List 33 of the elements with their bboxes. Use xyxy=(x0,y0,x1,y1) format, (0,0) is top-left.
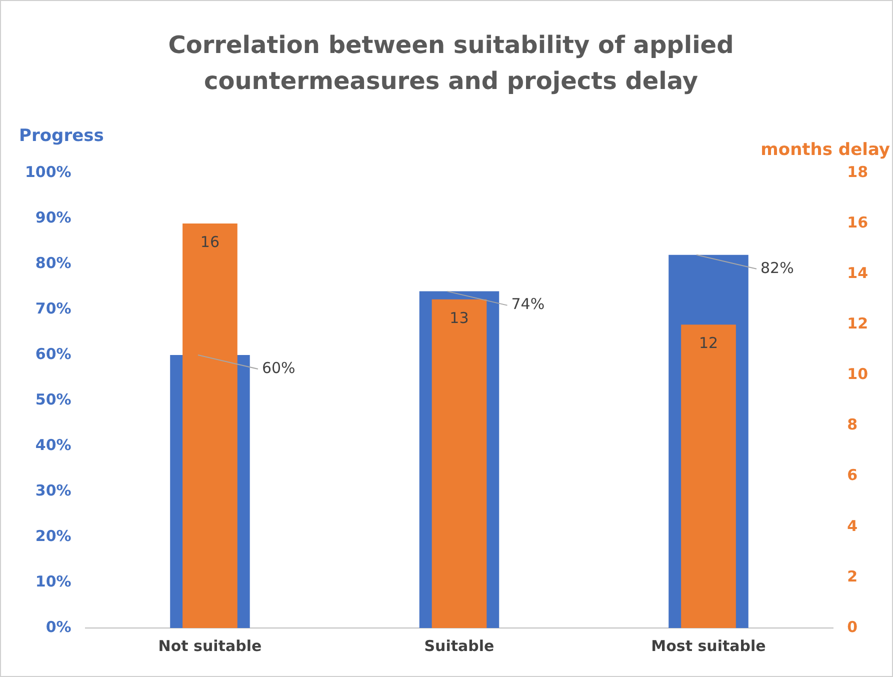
y2-tick-label: 4 xyxy=(847,516,858,535)
data-label: 13 xyxy=(450,308,469,327)
chart-title: Correlation between suitability of applied countermeasures and projects delay xyxy=(167,30,735,97)
y2-tick-label: 2 xyxy=(847,567,858,586)
data-label: 16 xyxy=(200,232,220,251)
y-tick-label: 0% xyxy=(46,618,72,636)
y-tick-label: 100% xyxy=(24,162,72,181)
y-tick-label: 60% xyxy=(35,344,72,363)
y-axis-title: Progress xyxy=(19,126,104,146)
y2-tick-label: 18 xyxy=(847,162,868,181)
y2-tick-label: 14 xyxy=(847,264,868,282)
data-label: 74% xyxy=(511,295,545,314)
y2-tick-label: 16 xyxy=(847,213,868,232)
data-label: 12 xyxy=(698,334,718,352)
x-tick-label: Not suitable xyxy=(158,636,262,655)
y-tick-label: 90% xyxy=(35,208,72,226)
y-tick-label: 20% xyxy=(35,526,72,545)
y-tick-label: 40% xyxy=(35,436,72,454)
y-tick-label: 70% xyxy=(35,299,72,318)
y-tick-label: 30% xyxy=(35,481,72,500)
data-label: 60% xyxy=(262,358,296,377)
y-tick-label: 50% xyxy=(35,390,72,408)
y2-tick-label: 0 xyxy=(847,618,858,636)
y-tick-label: 10% xyxy=(35,572,72,590)
y2-tick-label: 12 xyxy=(847,314,868,333)
y2-axis-title: months delay xyxy=(760,140,890,160)
x-tick-label: Suitable xyxy=(424,636,494,655)
data-label: 82% xyxy=(760,258,794,277)
y2-tick-label: 10 xyxy=(847,365,868,384)
y2-tick-label: 8 xyxy=(847,416,858,434)
x-tick-label: Most suitable xyxy=(651,636,766,655)
y-tick-label: 80% xyxy=(35,254,72,272)
y2-tick-label: 6 xyxy=(847,466,858,484)
